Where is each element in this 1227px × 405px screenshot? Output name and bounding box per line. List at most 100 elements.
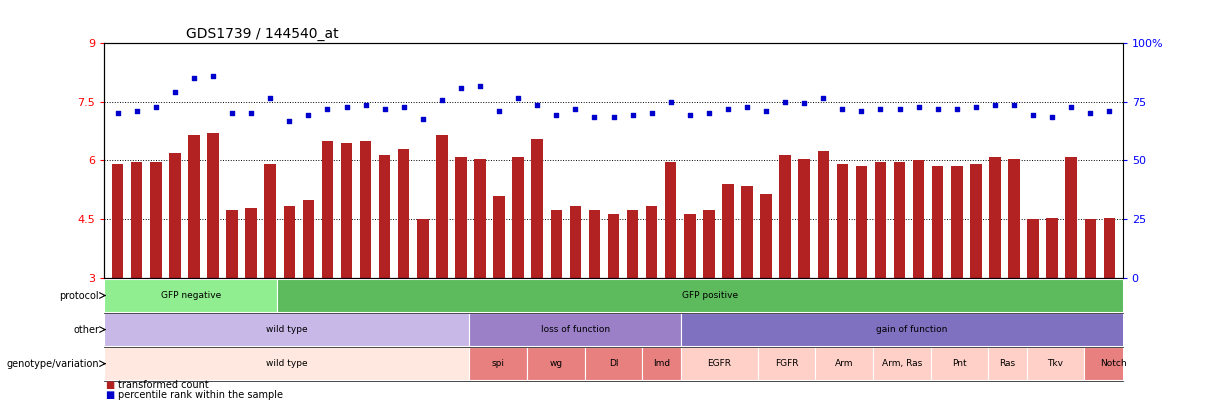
Bar [150, 162, 162, 279]
Point [756, 108, 775, 115]
Text: ■: ■ [106, 380, 115, 390]
Bar [131, 162, 142, 279]
Bar [1047, 217, 1058, 279]
Bar [779, 155, 791, 279]
Bar [872, 347, 930, 380]
Point [890, 106, 909, 113]
Text: transformed count: transformed count [118, 380, 209, 390]
Point [546, 112, 566, 119]
Point [966, 104, 985, 111]
Text: Arm: Arm [834, 359, 853, 368]
Point [432, 96, 452, 103]
Bar [470, 313, 681, 346]
Bar [665, 162, 676, 279]
Bar [455, 157, 466, 279]
Point [1023, 112, 1043, 119]
Point [204, 73, 223, 79]
Bar [589, 210, 600, 279]
Bar [1027, 220, 1039, 279]
Point [871, 106, 891, 113]
Text: Ras: Ras [999, 359, 1016, 368]
Text: GFP negative: GFP negative [161, 291, 221, 300]
Bar [951, 166, 962, 279]
Text: spi: spi [492, 359, 504, 368]
Text: Imd: Imd [653, 359, 670, 368]
Point [661, 98, 681, 105]
Bar [569, 206, 582, 279]
Text: loss of function: loss of function [541, 325, 610, 334]
Bar [188, 135, 200, 279]
Bar [989, 157, 1001, 279]
Text: ■: ■ [106, 390, 115, 400]
Point [280, 118, 299, 124]
Bar [207, 133, 218, 279]
Point [737, 104, 757, 111]
Point [928, 106, 947, 113]
Bar [607, 213, 620, 279]
Point [775, 98, 795, 105]
Bar [585, 347, 642, 380]
Text: FGFR: FGFR [774, 359, 799, 368]
Point [1042, 114, 1061, 120]
Bar [475, 158, 486, 279]
Point [336, 104, 356, 111]
Bar [913, 160, 924, 279]
Bar [493, 196, 504, 279]
Point [413, 116, 433, 122]
Bar [1085, 220, 1096, 279]
Bar [642, 347, 681, 380]
Bar [723, 184, 734, 279]
Point [1081, 110, 1101, 117]
Bar [104, 313, 470, 346]
Point [260, 94, 280, 101]
Point [242, 110, 261, 117]
Text: Tkv: Tkv [1048, 359, 1064, 368]
Bar [303, 200, 314, 279]
Bar [226, 210, 238, 279]
Bar [1085, 347, 1142, 380]
Bar [627, 210, 638, 279]
Text: GFP positive: GFP positive [681, 291, 737, 300]
Bar [360, 141, 372, 279]
Point [166, 88, 185, 95]
Point [126, 108, 146, 115]
Point [528, 102, 547, 109]
Bar [799, 158, 810, 279]
Bar [757, 347, 815, 380]
Point [794, 100, 814, 107]
Point [833, 106, 853, 113]
Point [318, 106, 337, 113]
Bar [551, 210, 562, 279]
Point [947, 106, 967, 113]
Bar [741, 186, 752, 279]
Point [490, 108, 509, 115]
Bar [681, 347, 757, 380]
Bar [398, 149, 410, 279]
Bar [1103, 217, 1115, 279]
Point [356, 102, 375, 109]
Text: genotype/variation: genotype/variation [6, 359, 99, 369]
Bar [245, 208, 256, 279]
Text: Arm, Ras: Arm, Ras [882, 359, 921, 368]
Bar [855, 166, 867, 279]
Point [222, 110, 242, 117]
Bar [513, 157, 524, 279]
Bar [528, 347, 585, 380]
Text: wild type: wild type [266, 359, 308, 368]
Point [604, 114, 623, 120]
Bar [1009, 158, 1020, 279]
Bar [531, 139, 542, 279]
Text: wild type: wild type [266, 325, 308, 334]
Point [566, 106, 585, 113]
Point [108, 110, 128, 117]
Text: gain of function: gain of function [876, 325, 947, 334]
Bar [815, 347, 872, 380]
Point [298, 112, 318, 119]
Bar [761, 194, 772, 279]
Point [1004, 102, 1023, 109]
Bar [875, 162, 886, 279]
Point [584, 114, 604, 120]
Text: GDS1739 / 144540_at: GDS1739 / 144540_at [185, 28, 339, 41]
Bar [112, 164, 124, 279]
Point [642, 110, 661, 117]
